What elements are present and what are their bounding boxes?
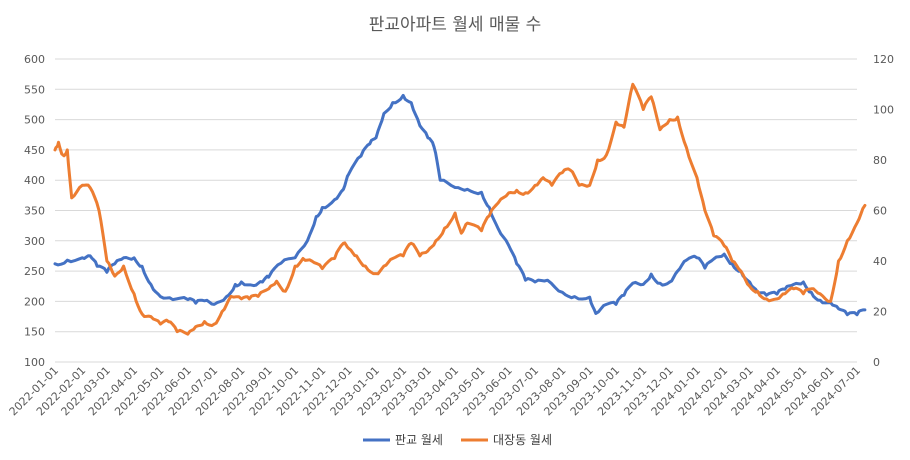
left-axis: 100 150 200 250 300 350 400 450 500 550 600 bbox=[24, 53, 45, 369]
right-tick-label: 0 bbox=[873, 356, 880, 369]
right-tick-label: 40 bbox=[873, 255, 887, 268]
left-tick-label: 600 bbox=[24, 53, 45, 66]
gridlines bbox=[55, 58, 857, 363]
left-tick-label: 550 bbox=[24, 83, 45, 96]
legend: 판교 월세 대장동 월세 bbox=[363, 433, 552, 447]
series-line-pangyo bbox=[53, 93, 867, 317]
left-tick-label: 100 bbox=[24, 356, 45, 369]
right-axis: 0 20 40 60 80 100 120 bbox=[873, 53, 894, 369]
x-axis: 2022-01-012022-02-012022-03-012022-04-01… bbox=[7, 364, 863, 418]
right-tick-label: 80 bbox=[873, 154, 887, 167]
left-tick-label: 350 bbox=[24, 205, 45, 218]
left-tick-label: 450 bbox=[24, 144, 45, 157]
right-tick-label: 100 bbox=[873, 104, 894, 117]
right-tick-label: 120 bbox=[873, 53, 894, 66]
left-tick-label: 500 bbox=[24, 114, 45, 127]
left-tick-label: 300 bbox=[24, 235, 45, 248]
left-tick-label: 150 bbox=[24, 326, 45, 339]
legend-label-pangyo: 판교 월세 bbox=[395, 433, 443, 447]
left-tick-label: 400 bbox=[24, 174, 45, 187]
left-tick-label: 250 bbox=[24, 265, 45, 278]
left-tick-label: 200 bbox=[24, 295, 45, 308]
series-line-daejang bbox=[53, 82, 867, 336]
legend-label-daejang: 대장동 월세 bbox=[493, 433, 552, 447]
right-tick-label: 60 bbox=[873, 205, 887, 218]
series-layer bbox=[53, 82, 867, 336]
right-tick-label: 20 bbox=[873, 306, 887, 319]
chart-title: 판교아파트 월세 매물 수 bbox=[369, 15, 542, 35]
